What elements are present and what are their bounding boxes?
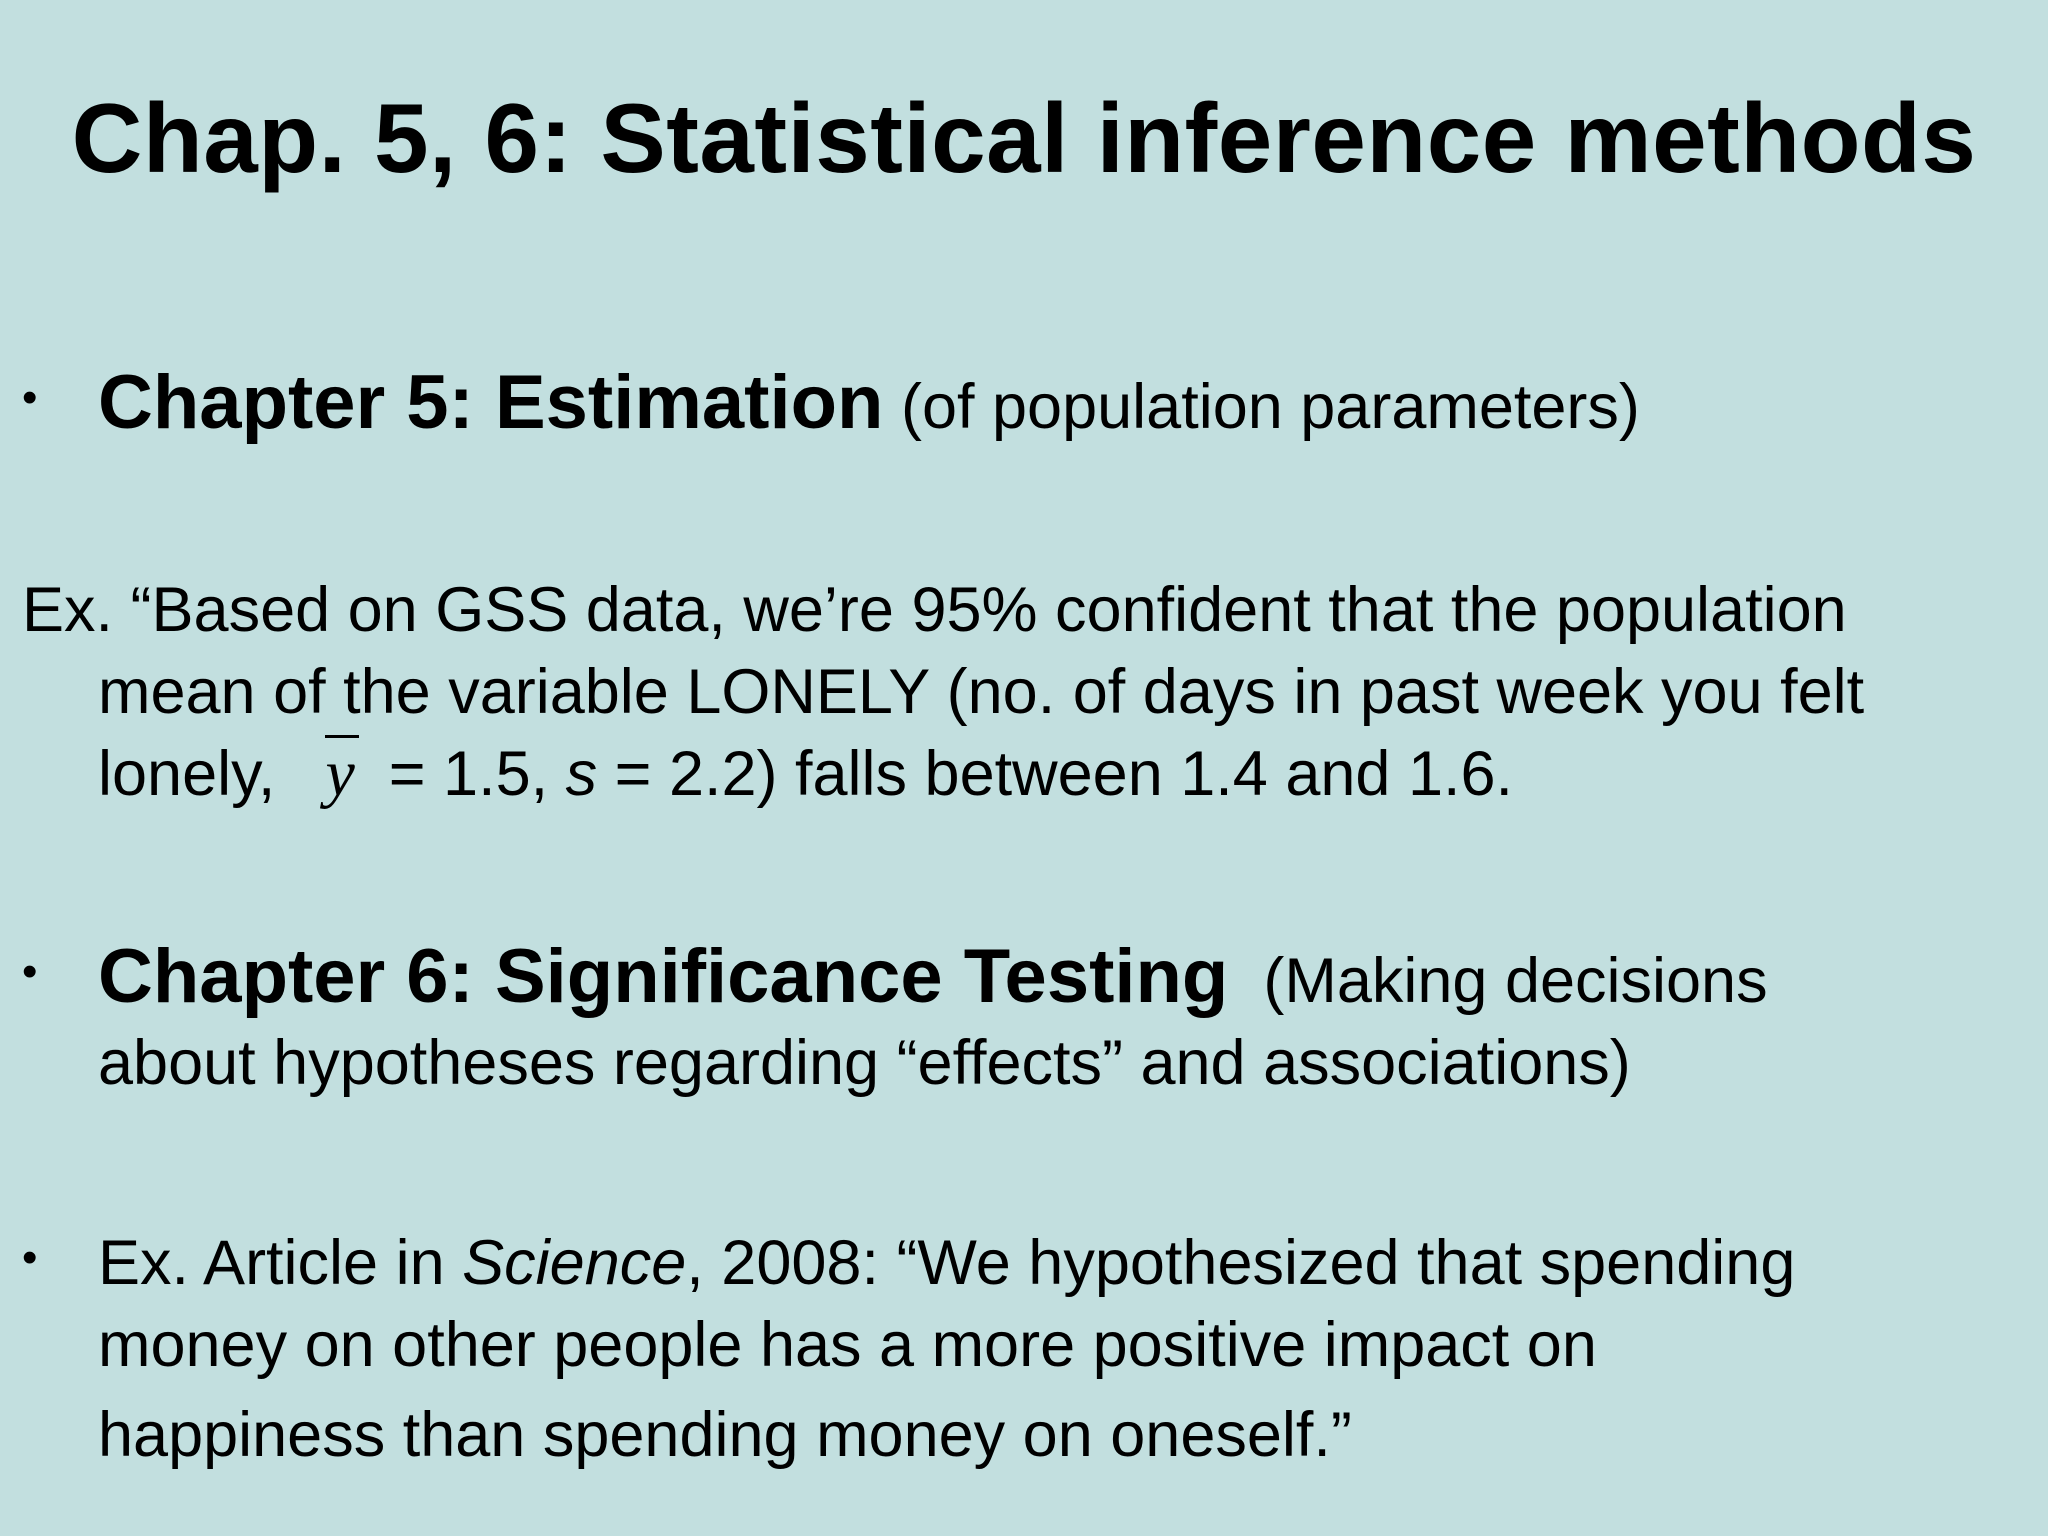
chapter6-subtitle-2: about hypotheses regarding “effects” and…	[98, 1028, 1631, 1098]
bullet-example2: •	[22, 1233, 38, 1282]
s-symbol: s	[565, 739, 598, 809]
example2-line2: money on other people has a more positiv…	[98, 1310, 1597, 1380]
chapter5-subtitle: (of population parameters)	[900, 372, 1640, 442]
example-article: Ex. Article in Science, 2008: “We hypoth…	[98, 1222, 2038, 1476]
example-estimation: Ex. “Based on GSS data, we’re 95% confid…	[22, 569, 2022, 815]
example1-tail: = 2.2) falls between 1.4 and 1.6.	[614, 739, 1514, 809]
bullet-chapter5: •	[22, 373, 38, 422]
example1-line1: Ex. “Based on GSS data, we’re 95% confid…	[22, 575, 1847, 645]
slide-title: Chap. 5, 6: Statistical inference method…	[71, 83, 1977, 193]
journal-name: Science	[462, 1228, 687, 1298]
ybar-symbol: y	[319, 733, 360, 815]
chapter6-heading: Chapter 6: Significance Testing	[98, 934, 1229, 1019]
example1-lonely: lonely,	[98, 739, 276, 809]
chapter6-item: Chapter 6: Significance Testing (Making …	[98, 936, 2038, 1104]
example1-line2: mean of the variable LONELY (no. of days…	[98, 657, 1865, 727]
example2-line3: happiness than spending money on oneself…	[98, 1400, 1352, 1470]
chapter5-item: Chapter 5: Estimation (of population par…	[98, 362, 2038, 448]
chapter5-heading: Chapter 5: Estimation	[98, 360, 884, 445]
chapter6-subtitle-1: (Making decisions	[1263, 946, 1768, 1016]
example2-line1: , 2008: “We hypothesized that spending	[686, 1228, 1796, 1298]
example1-mean-value: = 1.5,	[388, 739, 549, 809]
bullet-chapter6: •	[22, 947, 38, 996]
example2-prefix: Ex. Article in	[98, 1228, 445, 1298]
example1-line3: lonely, y = 1.5, s = 2.2) falls between 1.…	[22, 733, 2022, 815]
